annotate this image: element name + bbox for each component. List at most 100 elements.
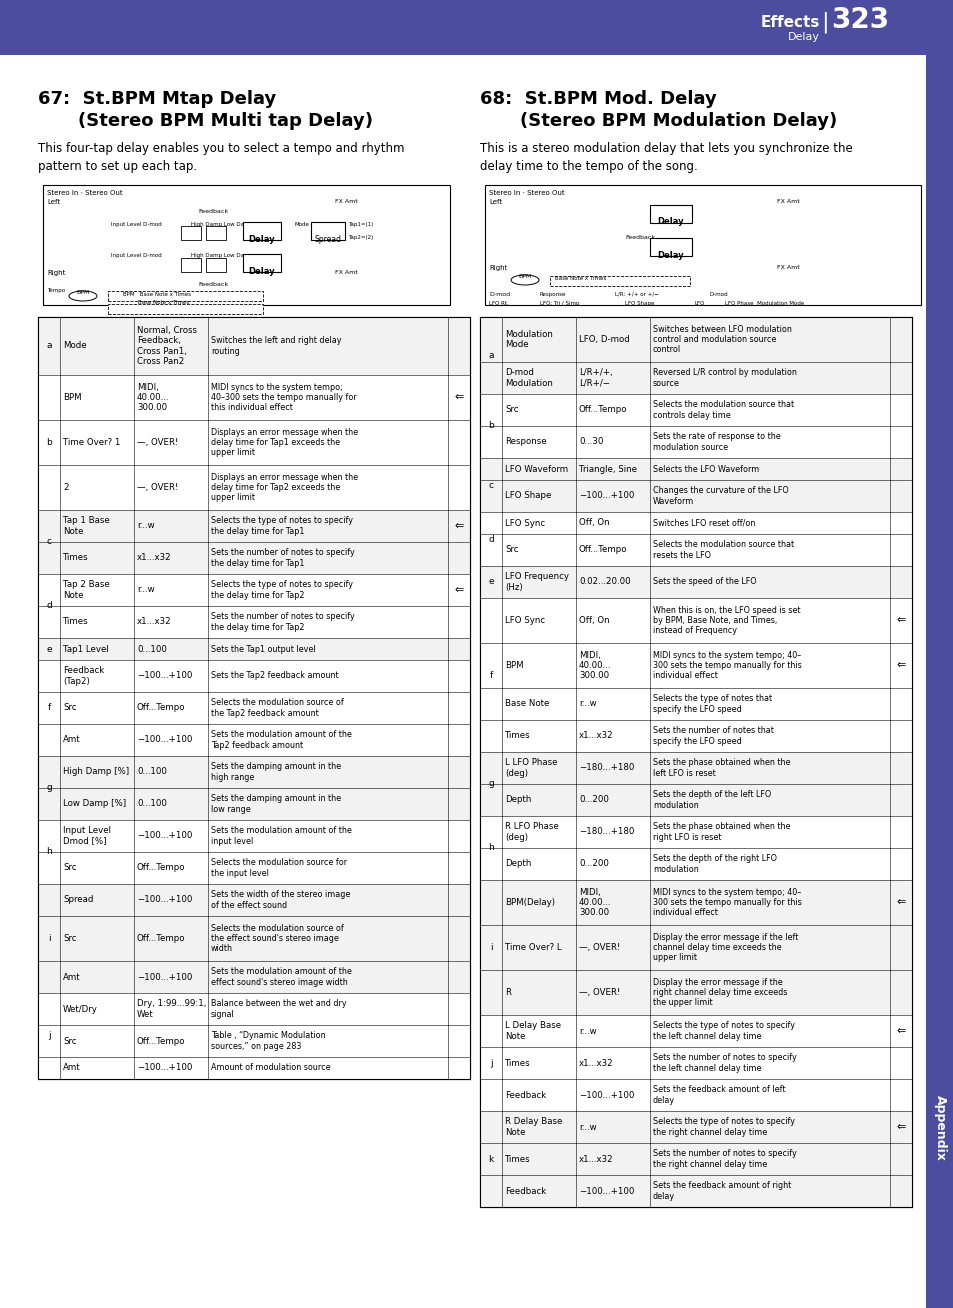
Text: Switches the left and right delay
routing: Switches the left and right delay routin… bbox=[211, 336, 341, 356]
Text: Right: Right bbox=[489, 266, 507, 271]
Text: 68:  St.BPM Mod. Delay: 68: St.BPM Mod. Delay bbox=[479, 90, 716, 109]
Text: −180...+180: −180...+180 bbox=[578, 828, 634, 837]
Text: BPM   Base Note x Times: BPM Base Note x Times bbox=[123, 292, 191, 297]
Text: Feedback: Feedback bbox=[624, 235, 655, 239]
Bar bbox=[649, 205, 691, 222]
Text: Sets the damping amount in the
low range: Sets the damping amount in the low range bbox=[211, 794, 341, 814]
Text: c: c bbox=[488, 480, 493, 489]
Bar bbox=[181, 226, 201, 239]
Text: Display the error message if the left
channel delay time exceeds the
upper limit: Display the error message if the left ch… bbox=[652, 933, 798, 963]
Text: Selects the type of notes to specify
the delay time for Tap1: Selects the type of notes to specify the… bbox=[211, 517, 353, 535]
Text: Triangle, Sine: Triangle, Sine bbox=[578, 464, 637, 473]
Text: —, OVER!: —, OVER! bbox=[578, 943, 619, 952]
Bar bbox=[479, 317, 911, 362]
Bar bbox=[38, 510, 470, 542]
Bar bbox=[479, 1110, 911, 1143]
Text: LFO Waveform: LFO Waveform bbox=[504, 464, 568, 473]
Text: Input Level
Dmod [%]: Input Level Dmod [%] bbox=[63, 827, 111, 845]
Text: Sets the feedback amount of right
delay: Sets the feedback amount of right delay bbox=[652, 1181, 790, 1201]
Text: 0...200: 0...200 bbox=[578, 859, 608, 869]
Text: L/R: +/+ or +/−: L/R: +/+ or +/− bbox=[615, 292, 659, 297]
Text: Src: Src bbox=[63, 704, 76, 713]
Text: r...w: r...w bbox=[137, 586, 154, 595]
Text: ⇐: ⇐ bbox=[896, 1025, 904, 1036]
Text: LFO Shape: LFO Shape bbox=[504, 492, 551, 501]
Text: ⇐: ⇐ bbox=[896, 897, 904, 908]
Bar bbox=[479, 752, 911, 783]
Bar bbox=[38, 1057, 470, 1079]
Text: FX Amt: FX Amt bbox=[776, 266, 799, 269]
Text: Selects the type of notes to specify
the left channel delay time: Selects the type of notes to specify the… bbox=[652, 1022, 794, 1041]
Text: h: h bbox=[488, 844, 494, 853]
Text: Switches LFO reset off/on: Switches LFO reset off/on bbox=[652, 518, 755, 527]
Text: R Delay Base
Note: R Delay Base Note bbox=[504, 1117, 561, 1137]
Text: (Stereo BPM Multi tap Delay): (Stereo BPM Multi tap Delay) bbox=[78, 112, 373, 129]
Text: Delay: Delay bbox=[787, 33, 820, 42]
Text: —, OVER!: —, OVER! bbox=[137, 483, 178, 492]
Text: Off...Tempo: Off...Tempo bbox=[137, 1036, 185, 1045]
Text: Feedback: Feedback bbox=[504, 1091, 546, 1100]
Text: Selects the modulation source of
the effect sound's stereo image
width: Selects the modulation source of the eff… bbox=[211, 923, 343, 954]
Bar bbox=[38, 692, 470, 725]
Bar bbox=[38, 574, 470, 606]
Text: ⇐: ⇐ bbox=[896, 616, 904, 625]
Text: Wet/Dry: Wet/Dry bbox=[63, 1005, 98, 1014]
Text: D-mod: D-mod bbox=[489, 292, 510, 297]
Bar bbox=[479, 783, 911, 816]
Text: a: a bbox=[46, 341, 51, 351]
Text: Response: Response bbox=[539, 292, 566, 297]
Text: Dry, 1:99...99:1,
Wet: Dry, 1:99...99:1, Wet bbox=[137, 999, 206, 1019]
Text: g: g bbox=[488, 780, 494, 789]
Text: Tempo: Tempo bbox=[47, 288, 65, 293]
Bar bbox=[479, 688, 911, 719]
Text: Delay: Delay bbox=[249, 234, 275, 243]
Text: D-mod
Modulation: D-mod Modulation bbox=[504, 369, 553, 387]
Bar bbox=[484, 184, 920, 305]
Bar bbox=[38, 1025, 470, 1057]
Text: This is a stereo modulation delay that lets you synchronize the
delay time to th: This is a stereo modulation delay that l… bbox=[479, 143, 852, 173]
Text: FX Amt: FX Amt bbox=[335, 199, 357, 204]
Text: Sets the Tap1 output level: Sets the Tap1 output level bbox=[211, 645, 315, 654]
Bar bbox=[38, 661, 470, 692]
Bar bbox=[649, 238, 691, 256]
Bar bbox=[311, 222, 345, 239]
Text: 0...200: 0...200 bbox=[578, 795, 608, 804]
Bar bbox=[479, 480, 911, 511]
Text: Selects the modulation source that
controls delay time: Selects the modulation source that contr… bbox=[652, 400, 793, 420]
Text: R: R bbox=[504, 988, 511, 997]
Bar bbox=[38, 638, 470, 661]
Text: Src: Src bbox=[63, 934, 76, 943]
Text: Sets the number of notes that
specify the LFO speed: Sets the number of notes that specify th… bbox=[652, 726, 773, 746]
Text: 2: 2 bbox=[63, 483, 69, 492]
Bar bbox=[38, 317, 470, 375]
Bar bbox=[479, 816, 911, 848]
Text: c: c bbox=[47, 538, 51, 547]
Bar bbox=[108, 290, 263, 301]
Text: Right: Right bbox=[47, 269, 66, 276]
Text: BPM: BPM bbox=[517, 275, 531, 280]
Text: Mode: Mode bbox=[294, 222, 310, 228]
Text: Amt: Amt bbox=[63, 973, 81, 981]
Bar bbox=[479, 1046, 911, 1079]
Text: LFO Phase  Modulation Mode: LFO Phase Modulation Mode bbox=[724, 301, 803, 306]
Text: Off...Tempo: Off...Tempo bbox=[578, 405, 627, 415]
Text: Sets the modulation amount of the
Tap2 feedback amount: Sets the modulation amount of the Tap2 f… bbox=[211, 730, 352, 749]
Text: Sets the Tap2 feedback amount: Sets the Tap2 feedback amount bbox=[211, 671, 338, 680]
Text: 0...100: 0...100 bbox=[137, 645, 167, 654]
Text: Sets the phase obtained when the
left LFO is reset: Sets the phase obtained when the left LF… bbox=[652, 759, 790, 777]
Text: Feedback: Feedback bbox=[504, 1186, 546, 1196]
Bar bbox=[479, 598, 911, 644]
Text: L LFO Phase
(deg): L LFO Phase (deg) bbox=[504, 759, 557, 777]
Bar bbox=[243, 222, 281, 239]
Text: Feedback: Feedback bbox=[198, 209, 228, 215]
Text: BPM(Delay): BPM(Delay) bbox=[504, 899, 555, 906]
Text: x1...x32: x1...x32 bbox=[578, 1155, 613, 1164]
Text: LFO: Tri / Simp: LFO: Tri / Simp bbox=[539, 301, 578, 306]
Bar bbox=[38, 916, 470, 961]
Text: (Stereo BPM Modulation Delay): (Stereo BPM Modulation Delay) bbox=[519, 112, 837, 129]
Text: MIDI,
40.00...
300.00: MIDI, 40.00... 300.00 bbox=[137, 383, 170, 412]
Text: Table , “Dynamic Modulation
sources,” on page 283: Table , “Dynamic Modulation sources,” on… bbox=[211, 1032, 325, 1050]
Text: r...w: r...w bbox=[578, 1027, 596, 1036]
Text: Base Note x Times: Base Note x Times bbox=[555, 276, 605, 281]
Text: r...w: r...w bbox=[578, 700, 596, 709]
